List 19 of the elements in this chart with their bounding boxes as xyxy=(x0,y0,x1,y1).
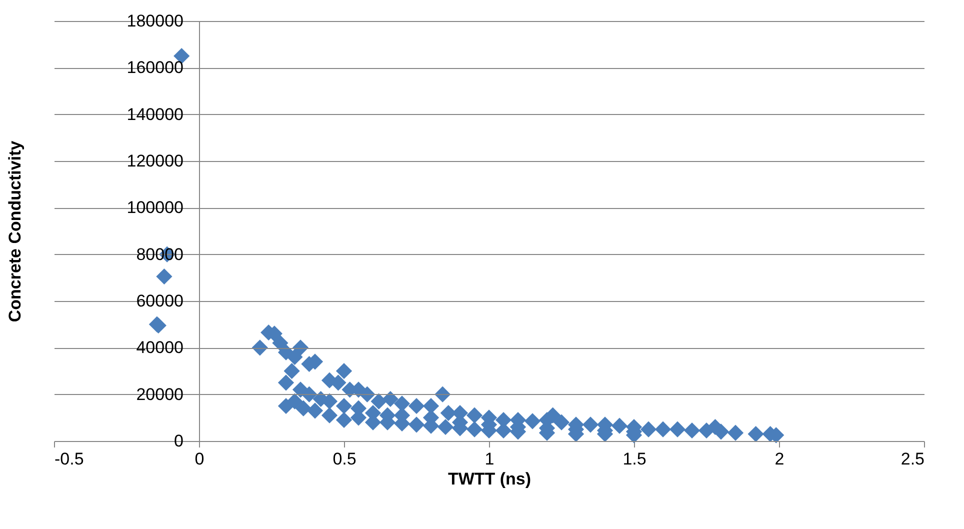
x-axis-title: TWTT (ns) xyxy=(448,470,532,488)
x-tick-label: 0.5 xyxy=(332,450,356,468)
x-tick-label: 2 xyxy=(774,450,784,468)
y-tick-label: 160000 xyxy=(126,58,184,78)
y-tick-label: 80000 xyxy=(136,244,184,264)
x-tick-label: 1.5 xyxy=(622,450,646,468)
y-tick-label: 180000 xyxy=(126,12,184,30)
y-axis-title: Concrete Conductivity xyxy=(6,140,24,322)
x-tick-label: -0.5 xyxy=(54,450,84,468)
y-tick-label: 140000 xyxy=(126,104,184,124)
x-tick-label: 2.5 xyxy=(900,450,924,468)
y-tick-label: 100000 xyxy=(126,198,184,218)
x-tick-label: 1 xyxy=(484,450,494,468)
y-tick-label: 60000 xyxy=(136,292,184,310)
x-tick-label: 0 xyxy=(194,450,204,468)
y-tick-label: 0 xyxy=(174,432,184,450)
y-tick-label: 120000 xyxy=(126,152,184,170)
y-tick-label: 20000 xyxy=(136,384,184,404)
y-tick-label: 40000 xyxy=(136,338,184,358)
